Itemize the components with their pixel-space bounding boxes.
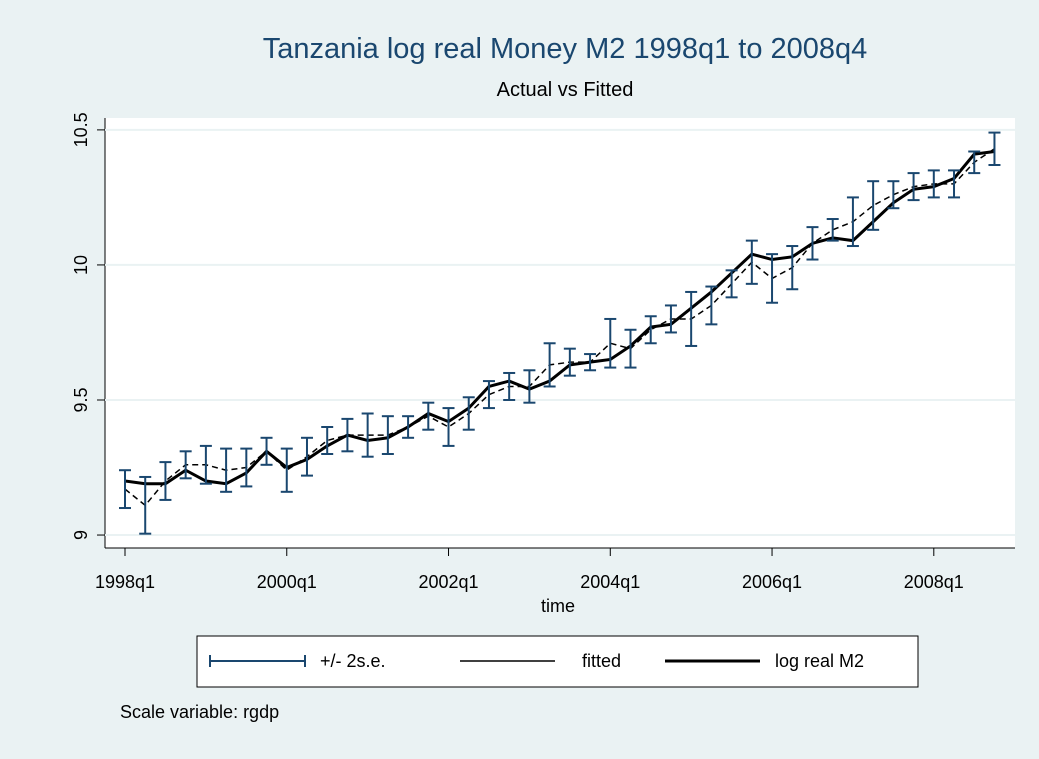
series-line	[124, 150, 995, 486]
error-bar	[159, 461, 172, 501]
error-bar	[280, 447, 293, 493]
x-tick-label: 2002q1	[418, 572, 478, 592]
legend-label: log real M2	[775, 651, 864, 671]
error-bar	[402, 415, 415, 439]
error-bar	[341, 417, 354, 453]
error-bar	[139, 475, 152, 535]
error-bar	[300, 436, 313, 477]
x-tick-label: 2008q1	[904, 572, 964, 592]
error-bar	[887, 180, 900, 210]
error-bar	[543, 342, 556, 388]
x-axis-title: time	[541, 596, 575, 616]
chart-title: Tanzania log real Money M2 1998q1 to 200…	[263, 33, 868, 65]
legend-label: +/- 2s.e.	[320, 651, 386, 671]
y-tick-label: 10	[71, 255, 91, 275]
x-tick-label: 1998q1	[95, 572, 155, 592]
error-bar	[462, 396, 475, 431]
error-bar	[240, 447, 253, 488]
error-bar	[584, 353, 597, 372]
error-bar	[381, 415, 394, 456]
y-tick-label: 9.5	[71, 387, 91, 412]
error-bar	[826, 218, 839, 242]
error-bar	[260, 436, 273, 466]
error-bar	[644, 315, 657, 345]
error-bar	[745, 239, 758, 285]
error-bar	[523, 369, 536, 404]
legend	[196, 635, 919, 688]
error-bar	[846, 196, 859, 248]
error-bar	[422, 401, 435, 431]
error-bar	[563, 347, 576, 377]
y-tick-label: 9	[71, 530, 91, 540]
y-tick-label: 10.5	[71, 112, 91, 147]
error-bar	[624, 328, 637, 369]
error-bar	[179, 450, 192, 480]
error-bar	[948, 169, 961, 199]
legend-items: +/- 2s.e. fitted log real M2	[209, 651, 864, 671]
error-bar	[907, 172, 920, 202]
error-bar	[321, 425, 334, 456]
error-bar	[786, 245, 799, 291]
x-tick-label: 2006q1	[742, 572, 802, 592]
error-bar	[705, 285, 718, 326]
error-bar	[119, 469, 131, 510]
error-bar	[199, 444, 212, 485]
error-bar	[725, 269, 738, 299]
legend-label: fitted	[582, 651, 621, 671]
error-bar	[867, 180, 880, 231]
error-bar	[988, 131, 1001, 166]
error-bar	[806, 226, 819, 261]
error-bar	[927, 169, 940, 199]
chart-subtitle: Actual vs Fitted	[497, 79, 634, 101]
x-tick-label: 2004q1	[580, 572, 640, 592]
error-bar	[604, 317, 617, 369]
error-bar	[503, 371, 516, 401]
error-bar	[968, 150, 981, 175]
error-bar	[482, 380, 495, 410]
note: Scale variable: rgdp	[120, 702, 279, 722]
error-bar	[685, 290, 698, 347]
error-bar	[442, 407, 455, 447]
error-bar	[664, 304, 677, 334]
x-tick-label: 2000q1	[257, 572, 317, 592]
error-bar	[766, 253, 779, 304]
error-bar	[361, 412, 374, 458]
error-bar	[220, 447, 233, 493]
plot-area	[105, 118, 1015, 548]
